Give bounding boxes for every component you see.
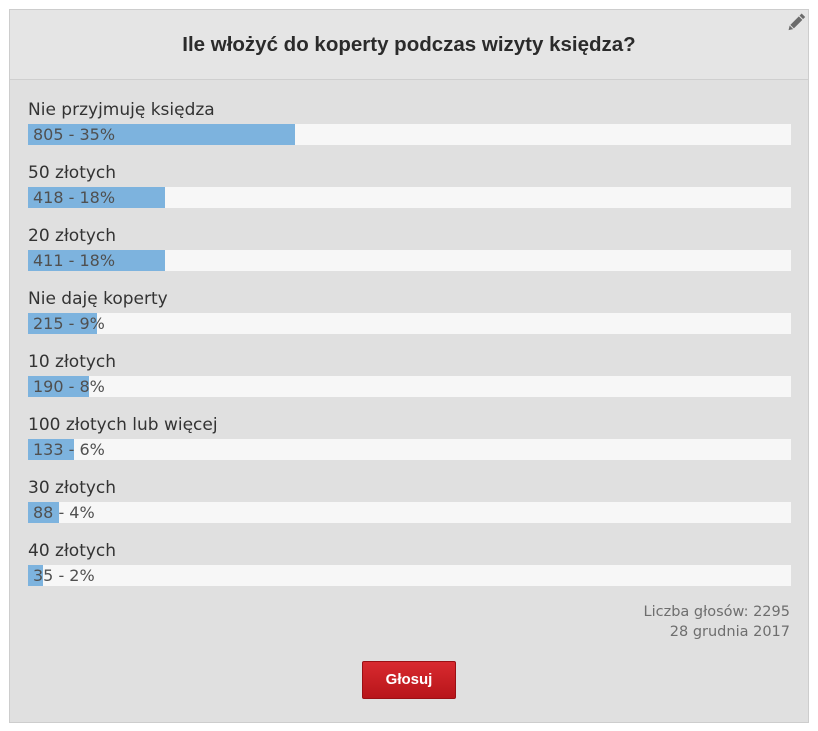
poll-meta: Liczba głosów: 2295 28 grudnia 2017 [644, 602, 790, 642]
result-value: 215 - 9% [33, 314, 105, 333]
poll-option[interactable]: Nie daję koperty 215 - 9% [28, 289, 791, 352]
result-bar-fill [28, 502, 59, 523]
result-value: 418 - 18% [33, 188, 116, 207]
result-bar-fill [28, 250, 165, 271]
poll-option-label[interactable]: 30 złotych [28, 478, 117, 498]
poll-option-label[interactable]: 40 złotych [28, 541, 117, 561]
result-bar-fill [28, 565, 43, 586]
poll-option-label[interactable]: 100 złotych lub więcej [28, 415, 218, 435]
poll-option-label[interactable]: 10 złotych [28, 352, 117, 372]
result-bar-track: 411 - 18% [28, 250, 791, 271]
poll-header: Ile włożyć do koperty podczas wizyty ksi… [10, 10, 808, 80]
poll-widget: Ile włożyć do koperty podczas wizyty ksi… [9, 9, 809, 723]
result-value: 190 - 8% [33, 377, 105, 396]
result-bar-track: 35 - 2% [28, 565, 791, 586]
poll-option[interactable]: 10 złotych 190 - 8% [28, 352, 791, 415]
poll-date: 28 grudnia 2017 [669, 624, 790, 640]
poll-option-label[interactable]: 20 złotych [28, 226, 117, 246]
poll-option[interactable]: Nie przyjmuję księdza 805 - 35% [28, 100, 791, 163]
poll-option-label[interactable]: Nie przyjmuję księdza [28, 100, 215, 120]
result-bar-fill [28, 313, 97, 334]
total-votes: Liczba głosów: 2295 [643, 604, 790, 620]
poll-option-label[interactable]: 50 złotych [28, 163, 117, 183]
poll-title: Ile włożyć do koperty podczas wizyty ksi… [182, 33, 636, 56]
poll-option[interactable]: 40 złotych 35 - 2% [28, 541, 791, 604]
poll-option[interactable]: 20 złotych 411 - 18% [28, 226, 791, 289]
result-bar-track: 88 - 4% [28, 502, 791, 523]
poll-option[interactable]: 30 złotych 88 - 4% [28, 478, 791, 541]
result-bar-fill [28, 439, 74, 460]
result-bar-track: 133 - 6% [28, 439, 791, 460]
result-bar-fill [28, 187, 165, 208]
result-value: 411 - 18% [33, 251, 116, 270]
result-bar-track: 805 - 35% [28, 124, 791, 145]
edit-button[interactable] [784, 10, 808, 34]
result-value: 35 - 2% [33, 566, 95, 585]
result-bar-track: 418 - 18% [28, 187, 791, 208]
poll-option-label[interactable]: Nie daję koperty [28, 289, 168, 309]
result-value: 133 - 6% [33, 440, 105, 459]
result-bar-track: 190 - 8% [28, 376, 791, 397]
result-bar-track: 215 - 9% [28, 313, 791, 334]
result-value: 805 - 35% [33, 125, 116, 144]
vote-button[interactable]: Głosuj [362, 661, 456, 699]
pencil-icon [788, 13, 806, 31]
poll-options: Nie przyjmuję księdza 805 - 35% 50 złotych… [28, 100, 791, 604]
poll-option[interactable]: 100 złotych lub więcej 133 - 6% [28, 415, 791, 478]
result-value: 88 - 4% [33, 503, 95, 522]
result-bar-fill [28, 376, 89, 397]
result-bar-fill [28, 124, 295, 145]
poll-option[interactable]: 50 złotych 418 - 18% [28, 163, 791, 226]
